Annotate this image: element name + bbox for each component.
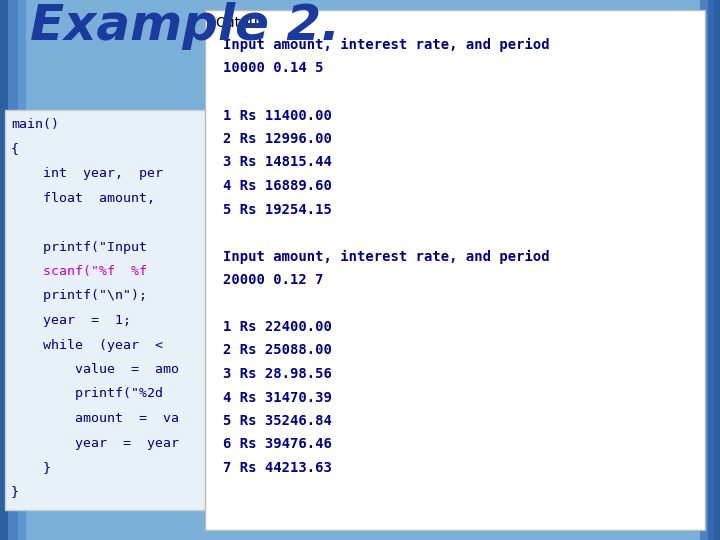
Text: 2 Rs 25088.00: 2 Rs 25088.00: [223, 343, 332, 357]
Text: printf("%2d: printf("%2d: [11, 388, 163, 401]
Text: value  =  amo: value = amo: [11, 363, 179, 376]
Bar: [714, 0, 720, 540]
Text: main(): main(): [11, 118, 59, 131]
Text: printf("\n");: printf("\n");: [11, 289, 147, 302]
Text: 3 Rs 14815.44: 3 Rs 14815.44: [223, 156, 332, 170]
Text: Input amount, interest rate, and period: Input amount, interest rate, and period: [223, 38, 549, 52]
Text: printf("Input: printf("Input: [11, 240, 147, 253]
Text: 5 Rs 35246.84: 5 Rs 35246.84: [223, 414, 332, 428]
Text: 7 Rs 44213.63: 7 Rs 44213.63: [223, 461, 332, 475]
Text: Input amount, interest rate, and period: Input amount, interest rate, and period: [223, 249, 549, 264]
Bar: [708, 0, 714, 540]
Text: 10000 0.14 5: 10000 0.14 5: [223, 62, 323, 76]
Text: int  year,  per: int year, per: [11, 167, 163, 180]
Text: Example 2.: Example 2.: [30, 2, 340, 50]
Bar: [8, 0, 18, 540]
Text: 2 Rs 12996.00: 2 Rs 12996.00: [223, 132, 332, 146]
Text: year  =  1;: year = 1;: [11, 314, 131, 327]
Text: float  amount,: float amount,: [11, 192, 155, 205]
Text: Output: Output: [215, 16, 264, 30]
FancyBboxPatch shape: [5, 110, 210, 510]
Text: 4 Rs 31470.39: 4 Rs 31470.39: [223, 390, 332, 404]
FancyBboxPatch shape: [205, 10, 705, 530]
Text: 6 Rs 39476.46: 6 Rs 39476.46: [223, 437, 332, 451]
Text: year  =  year: year = year: [11, 436, 179, 449]
Bar: [0, 0, 8, 540]
Text: 1 Rs 22400.00: 1 Rs 22400.00: [223, 320, 332, 334]
Text: 3 Rs 28.98.56: 3 Rs 28.98.56: [223, 367, 332, 381]
Text: {: {: [11, 143, 19, 156]
Text: 4 Rs 16889.60: 4 Rs 16889.60: [223, 179, 332, 193]
Bar: [18, 0, 26, 540]
Text: scanf("%f  %f: scanf("%f %f: [11, 265, 147, 278]
Bar: [700, 0, 708, 540]
Text: 1 Rs 11400.00: 1 Rs 11400.00: [223, 109, 332, 123]
Text: 5 Rs 19254.15: 5 Rs 19254.15: [223, 202, 332, 217]
Text: 20000 0.12 7: 20000 0.12 7: [223, 273, 323, 287]
Text: amount  =  va: amount = va: [11, 412, 179, 425]
Text: }: }: [11, 485, 19, 498]
Text: while  (year  <: while (year <: [11, 339, 163, 352]
Text: }: }: [11, 461, 51, 474]
